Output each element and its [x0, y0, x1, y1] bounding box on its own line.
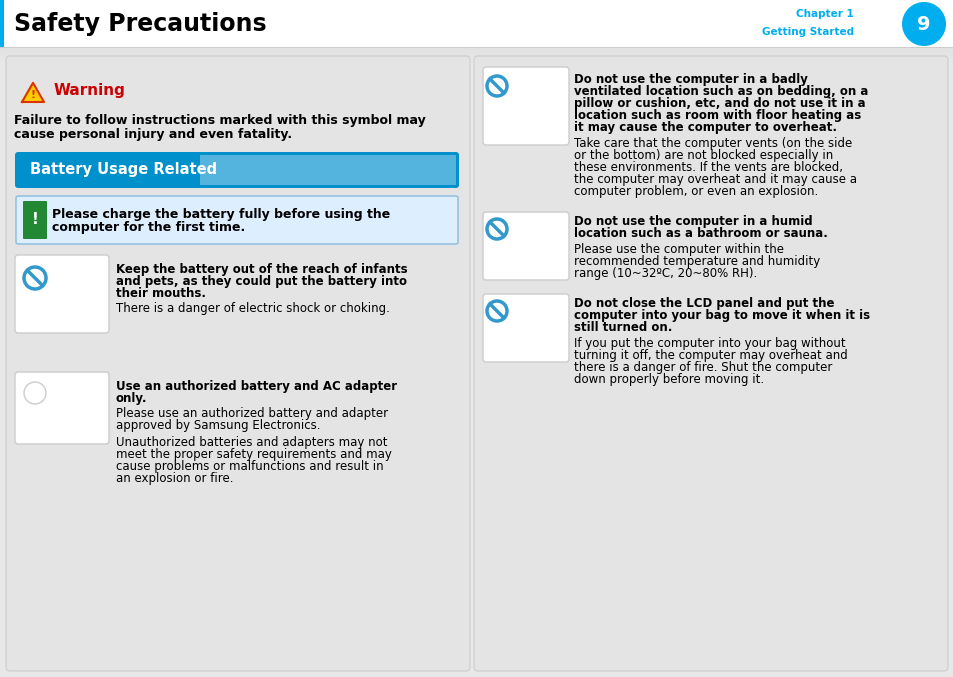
FancyBboxPatch shape	[482, 294, 568, 362]
Text: Please use an authorized battery and adapter: Please use an authorized battery and ada…	[116, 407, 388, 420]
Text: there is a danger of fire. Shut the computer: there is a danger of fire. Shut the comp…	[574, 361, 832, 374]
Text: There is a danger of electric shock or choking.: There is a danger of electric shock or c…	[116, 302, 390, 315]
FancyBboxPatch shape	[200, 155, 456, 185]
Bar	[0, 50, 953, 51]
Text: Please charge the battery fully before using the: Please charge the battery fully before u…	[52, 208, 390, 221]
Polygon shape	[22, 83, 44, 102]
Text: Use an authorized battery and AC adapter: Use an authorized battery and AC adapter	[116, 380, 396, 393]
Text: only.: only.	[116, 392, 148, 405]
Text: meet the proper safety requirements and may: meet the proper safety requirements and …	[116, 447, 392, 461]
Text: If you put the computer into your bag without: If you put the computer into your bag wi…	[574, 337, 844, 350]
Text: Failure to follow instructions marked with this symbol may: Failure to follow instructions marked wi…	[14, 114, 425, 127]
Text: pillow or cushion, etc, and do not use it in a: pillow or cushion, etc, and do not use i…	[574, 97, 864, 110]
Text: their mouths.: their mouths.	[116, 287, 206, 300]
Text: Do not use the computer in a humid: Do not use the computer in a humid	[574, 215, 812, 228]
FancyBboxPatch shape	[482, 67, 568, 145]
Text: approved by Samsung Electronics.: approved by Samsung Electronics.	[116, 419, 320, 432]
Bar	[0, 47, 953, 48]
FancyBboxPatch shape	[15, 152, 458, 188]
Text: location such as room with floor heating as: location such as room with floor heating…	[574, 109, 861, 122]
Bar	[0, 57, 953, 58]
Text: the computer may overheat and it may cause a: the computer may overheat and it may cau…	[574, 173, 856, 186]
FancyBboxPatch shape	[15, 372, 109, 444]
Text: Do not close the LCD panel and put the: Do not close the LCD panel and put the	[574, 297, 834, 310]
Text: !: !	[31, 213, 38, 227]
Text: Getting Started: Getting Started	[761, 27, 853, 37]
Text: Safety Precautions: Safety Precautions	[14, 12, 266, 36]
Bar	[0, 56, 953, 57]
Text: Do not use the computer in a badly: Do not use the computer in a badly	[574, 73, 807, 86]
Bar	[0, 0, 953, 48]
FancyBboxPatch shape	[6, 56, 470, 671]
FancyBboxPatch shape	[482, 212, 568, 280]
Text: turning it off, the computer may overheat and: turning it off, the computer may overhea…	[574, 349, 847, 362]
Text: an explosion or fire.: an explosion or fire.	[116, 472, 233, 485]
Bar	[0, 55, 953, 56]
FancyBboxPatch shape	[15, 255, 109, 333]
Bar	[0, 52, 953, 53]
Text: 9: 9	[916, 14, 930, 33]
Bar	[0, 62, 953, 63]
Text: it may cause the computer to overheat.: it may cause the computer to overheat.	[574, 121, 836, 134]
Circle shape	[901, 2, 945, 46]
Bar	[0, 54, 953, 55]
FancyBboxPatch shape	[23, 201, 47, 239]
Text: Chapter 1: Chapter 1	[796, 9, 853, 19]
Text: computer problem, or even an explosion.: computer problem, or even an explosion.	[574, 185, 818, 198]
Bar	[0, 48, 953, 49]
Bar	[0, 58, 953, 59]
FancyBboxPatch shape	[16, 196, 457, 244]
Text: ventilated location such as on bedding, on a: ventilated location such as on bedding, …	[574, 85, 867, 98]
Bar	[0, 59, 953, 60]
Bar	[0, 53, 953, 54]
Text: computer for the first time.: computer for the first time.	[52, 221, 245, 234]
Text: these environments. If the vents are blocked,: these environments. If the vents are blo…	[574, 161, 842, 174]
Bar	[0, 60, 953, 61]
Text: Please use the computer within the: Please use the computer within the	[574, 243, 783, 256]
Text: Keep the battery out of the reach of infants: Keep the battery out of the reach of inf…	[116, 263, 407, 276]
FancyBboxPatch shape	[474, 56, 947, 671]
Text: range (10~32ºC, 20~80% RH).: range (10~32ºC, 20~80% RH).	[574, 267, 757, 280]
Text: recommended temperature and humidity: recommended temperature and humidity	[574, 255, 820, 268]
Text: Unauthorized batteries and adapters may not: Unauthorized batteries and adapters may …	[116, 436, 387, 449]
Text: !: !	[30, 91, 35, 100]
Text: or the bottom) are not blocked especially in: or the bottom) are not blocked especiall…	[574, 149, 832, 162]
Text: still turned on.: still turned on.	[574, 321, 672, 334]
Text: Battery Usage Related: Battery Usage Related	[30, 162, 217, 177]
Text: computer into your bag to move it when it is: computer into your bag to move it when i…	[574, 309, 869, 322]
Bar	[0, 51, 953, 52]
Text: and pets, as they could put the battery into: and pets, as they could put the battery …	[116, 275, 407, 288]
Bar	[0, 61, 953, 62]
Text: Warning: Warning	[54, 83, 126, 98]
Text: cause problems or malfunctions and result in: cause problems or malfunctions and resul…	[116, 460, 383, 473]
Text: cause personal injury and even fatality.: cause personal injury and even fatality.	[14, 128, 292, 141]
Bar	[0, 0, 4, 48]
Text: location such as a bathroom or sauna.: location such as a bathroom or sauna.	[574, 227, 827, 240]
Text: Take care that the computer vents (on the side: Take care that the computer vents (on th…	[574, 137, 851, 150]
Text: down properly before moving it.: down properly before moving it.	[574, 373, 763, 386]
Bar	[0, 49, 953, 50]
